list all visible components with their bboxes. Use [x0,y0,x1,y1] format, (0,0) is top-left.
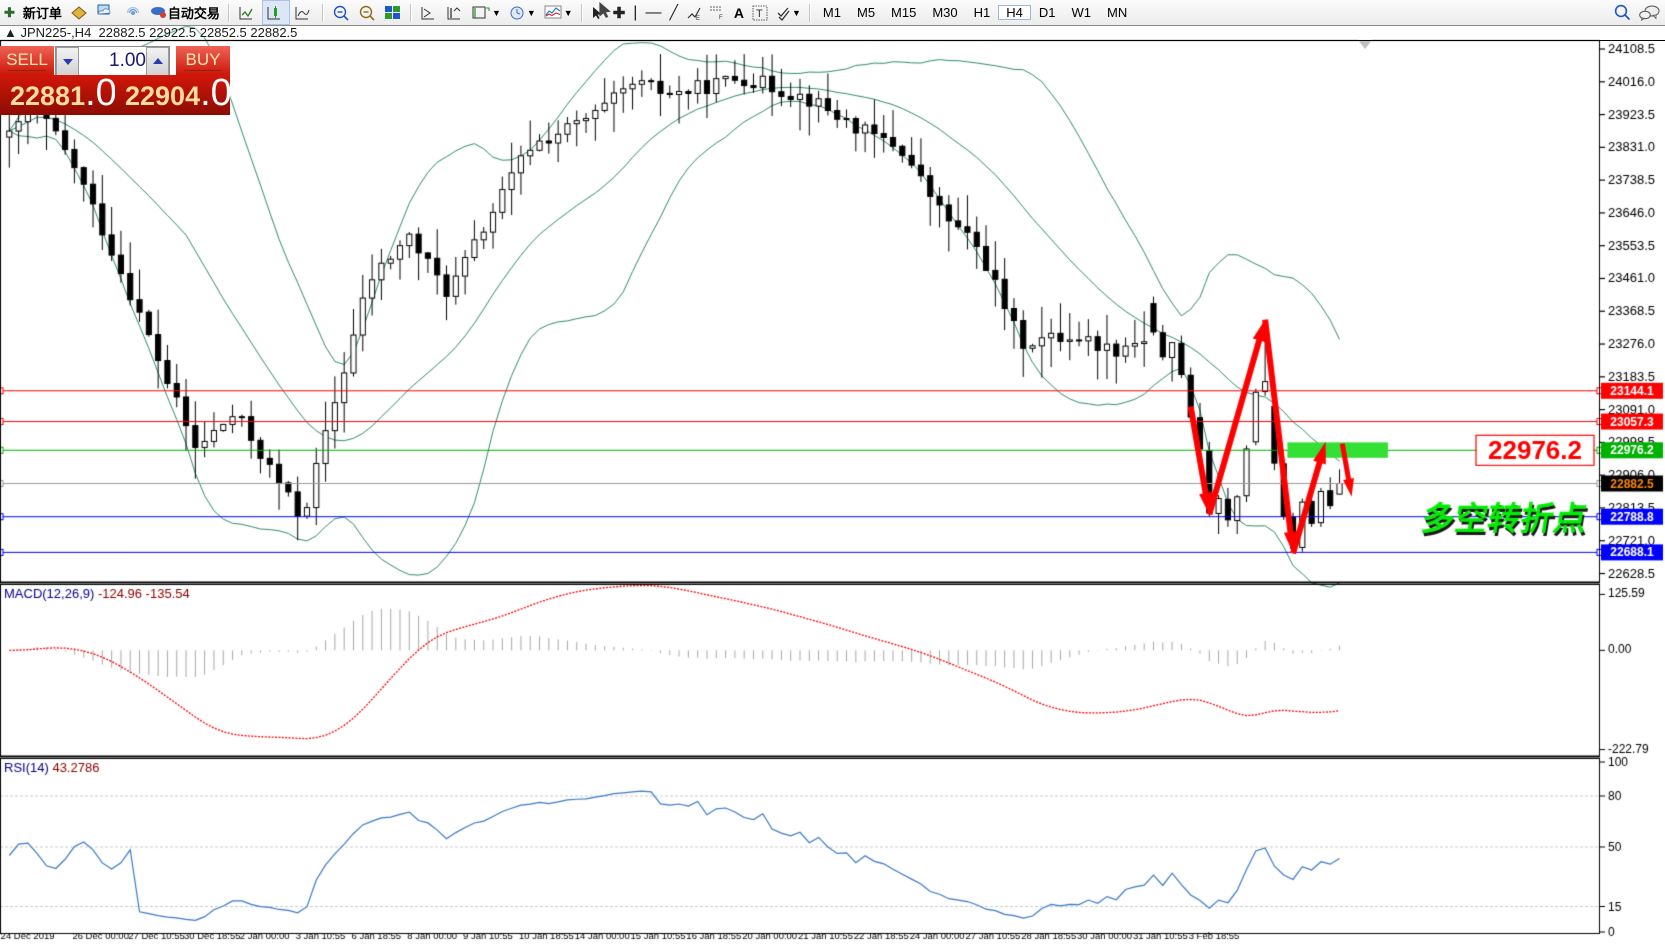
svg-text:E: E [696,16,700,21]
svg-text:T: T [756,8,763,20]
svg-text:F: F [719,15,723,20]
